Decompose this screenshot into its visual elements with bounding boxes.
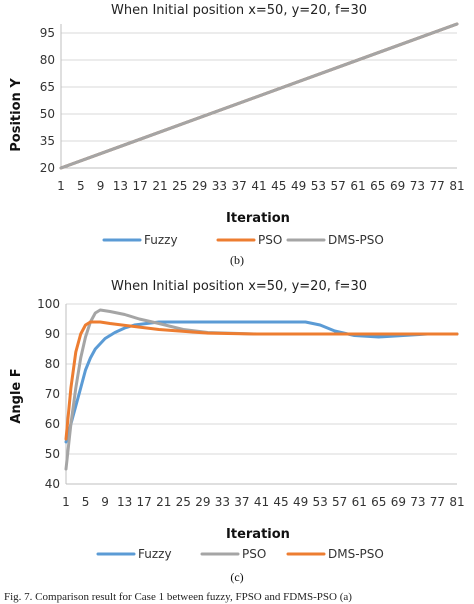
chart-c-x-ticks: 1 5 9 13 17 21 25 29 33 37 41 45 49 53 57 61 65 69 73 77 81	[62, 495, 464, 509]
x-tick-label: 73	[410, 495, 425, 509]
x-tick-label: 1	[57, 179, 65, 193]
x-tick-label: 33	[212, 179, 227, 193]
legend-label: DMS-PSO	[328, 233, 384, 247]
x-tick-label: 33	[215, 495, 230, 509]
x-tick-label: 21	[152, 179, 167, 193]
x-tick-label: 9	[101, 495, 109, 509]
chart-b-x-axis-label: Iteration	[226, 211, 290, 226]
chart-b-legend: Fuzzy PSO DMS-PSO	[102, 233, 384, 247]
x-tick-label: 25	[172, 179, 187, 193]
y-tick-label: 95	[40, 26, 55, 40]
x-tick-label: 61	[350, 179, 365, 193]
y-tick-label: 80	[45, 357, 60, 371]
x-tick-label: 5	[82, 495, 90, 509]
x-tick-label: 69	[391, 495, 406, 509]
chart-c-subfigure-label: (c)	[230, 570, 243, 584]
figure-caption: Fig. 7. Comparison result for Case 1 bet…	[4, 591, 352, 603]
x-tick-label: 29	[192, 179, 207, 193]
x-tick-label: 37	[232, 179, 247, 193]
x-tick-label: 73	[410, 179, 425, 193]
legend-label: Fuzzy	[144, 233, 178, 247]
chart-b: When Initial position x=50, y=20, f=30 2…	[9, 3, 465, 267]
chart-b-x-ticks: 1 5 9 13 17 21 25 29 33 37 41 45 49 53 57 61 65 69 73 77 81	[57, 179, 464, 193]
x-tick-label: 61	[352, 495, 367, 509]
x-tick-label: 49	[293, 495, 308, 509]
y-tick-label: 65	[40, 80, 55, 94]
y-tick-label: 100	[37, 297, 60, 311]
chart-c-series	[64, 308, 459, 471]
chart-b-y-axis-label: Position Y	[9, 78, 24, 152]
x-tick-label: 77	[430, 179, 445, 193]
x-tick-label: 17	[137, 495, 152, 509]
x-tick-label: 41	[251, 179, 266, 193]
x-tick-label: 65	[371, 495, 386, 509]
chart-c-gridlines	[65, 303, 457, 485]
series-line-dms-pso	[64, 320, 459, 441]
y-tick-label: 35	[40, 134, 55, 148]
x-tick-label: 9	[97, 179, 105, 193]
x-tick-label: 17	[133, 179, 148, 193]
x-tick-label: 1	[62, 495, 70, 509]
x-tick-label: 49	[291, 179, 306, 193]
x-tick-label: 37	[234, 495, 249, 509]
chart-c-title: When Initial position x=50, y=20, f=30	[111, 279, 367, 294]
legend-label: DMS-PSO	[328, 547, 384, 561]
y-tick-label: 60	[45, 417, 60, 431]
y-tick-label: 40	[45, 477, 60, 491]
chart-b-subfigure-label: (b)	[230, 253, 244, 267]
x-tick-label: 57	[331, 179, 346, 193]
legend-label: Fuzzy	[138, 547, 172, 561]
y-tick-label: 70	[45, 387, 60, 401]
y-tick-label: 50	[45, 447, 60, 461]
chart-c-x-axis-label: Iteration	[226, 527, 290, 542]
y-tick-label: 80	[40, 53, 55, 67]
series-line-fuzzy	[64, 320, 459, 444]
chart-b-gridlines	[60, 24, 457, 169]
x-tick-label: 65	[370, 179, 385, 193]
y-tick-label: 20	[40, 161, 55, 175]
series-line-dms-pso	[59, 22, 459, 170]
chart-b-y-ticks: 20 35 50 65 80 95	[40, 26, 55, 175]
chart-c-y-axis-label: Angle F	[9, 368, 24, 423]
x-tick-label: 77	[430, 495, 445, 509]
y-tick-label: 50	[40, 107, 55, 121]
chart-c: When Initial position x=50, y=20, f=30 4…	[9, 279, 465, 584]
x-tick-label: 69	[390, 179, 405, 193]
x-tick-label: 5	[77, 179, 85, 193]
x-tick-label: 21	[156, 495, 171, 509]
chart-c-y-ticks: 40 50 60 70 80 90 100	[37, 297, 60, 491]
x-tick-label: 45	[271, 179, 286, 193]
chart-b-title: When Initial position x=50, y=20, f=30	[111, 3, 367, 18]
x-tick-label: 53	[311, 179, 326, 193]
x-tick-label: 13	[113, 179, 128, 193]
chart-b-series	[59, 22, 459, 170]
x-tick-label: 81	[449, 495, 464, 509]
x-tick-label: 45	[273, 495, 288, 509]
x-tick-label: 81	[449, 179, 464, 193]
x-tick-label: 57	[332, 495, 347, 509]
x-tick-label: 29	[195, 495, 210, 509]
chart-c-legend: Fuzzy PSO DMS-PSO	[96, 547, 384, 561]
x-tick-label: 41	[254, 495, 269, 509]
x-tick-label: 13	[117, 495, 132, 509]
legend-label: PSO	[242, 547, 266, 561]
legend-label: PSO	[258, 233, 282, 247]
x-tick-label: 25	[176, 495, 191, 509]
x-tick-label: 53	[313, 495, 328, 509]
y-tick-label: 90	[45, 327, 60, 341]
